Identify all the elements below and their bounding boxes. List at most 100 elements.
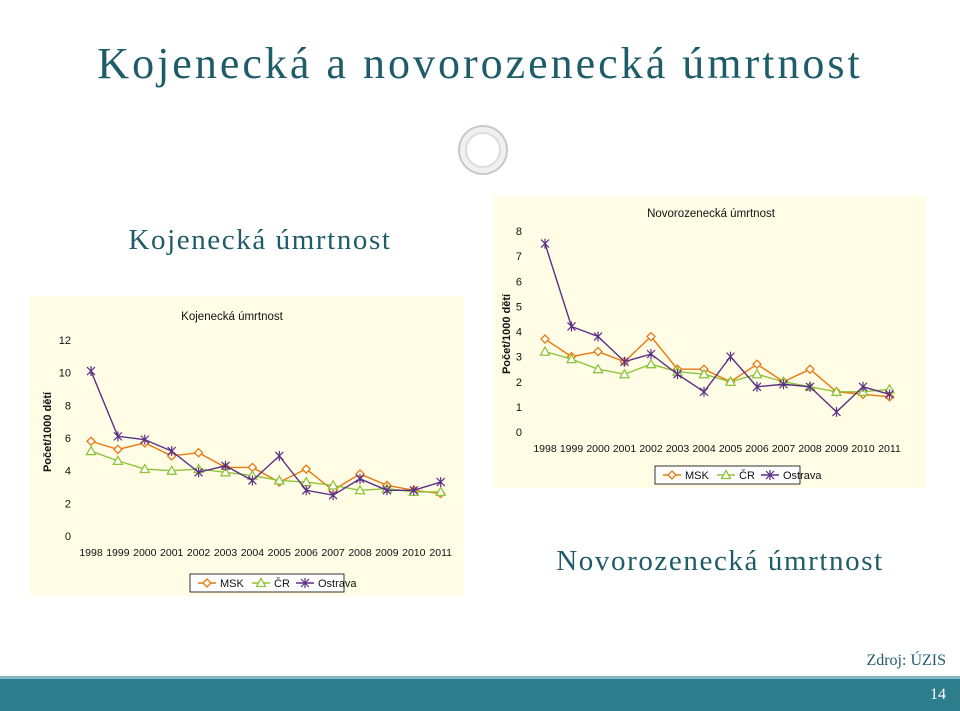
data-point-msk: [593, 346, 603, 357]
y-tick-label: 5: [516, 301, 522, 313]
data-point-cr: [751, 368, 763, 379]
x-tick-label: 1999: [560, 443, 584, 455]
data-point-ostrava: [805, 381, 815, 392]
data-point-ostrava: [673, 369, 682, 380]
series-line-ostrava: [544, 243, 890, 413]
data-point-msk: [301, 464, 312, 474]
legend: MSK ČR Ostrava: [189, 573, 357, 593]
data-point-ostrava: [885, 389, 894, 400]
y-tick-label: 10: [59, 368, 71, 380]
legend-marker-msk: [667, 470, 677, 480]
data-point-ostrava: [646, 349, 656, 360]
footer-bar: [0, 679, 960, 711]
y-tick-label: 0: [65, 531, 71, 543]
x-tick-label: 2000: [133, 547, 157, 559]
x-tick-label: 2000: [586, 443, 610, 455]
data-point-cr: [645, 358, 657, 369]
data-point-cr: [112, 455, 124, 466]
y-tick-label: 6: [516, 276, 522, 288]
legend-label-ostrava: Ostrava: [318, 578, 357, 590]
y-tick-label: 4: [65, 466, 71, 478]
x-tick-label: 2009: [825, 443, 849, 455]
x-tick-label: 1999: [106, 547, 130, 559]
chart-infant-mortality: Kojenecká úmrtnost Počet/1000 dětí 0 2 4 6 8 10…: [30, 296, 464, 596]
data-point-cr: [618, 368, 631, 379]
legend-label-cr: ČR: [274, 577, 290, 590]
data-point-ostrava: [699, 386, 709, 397]
data-point-msk: [805, 364, 815, 375]
data-point-msk: [646, 331, 656, 342]
data-point-msk: [540, 334, 550, 344]
y-tick-label: 4: [516, 327, 522, 339]
page-number: 14: [930, 686, 946, 703]
data-point-cr: [724, 375, 737, 386]
y-axis-label: Počet/1000 dětí: [42, 391, 54, 472]
legend: MSK ČR Ostrava: [654, 465, 822, 485]
footer-accent-line: [0, 676, 960, 679]
y-tick-label: 6: [65, 433, 71, 445]
x-tick-label: 1998: [533, 443, 557, 455]
data-point-ostrava: [301, 485, 311, 496]
x-tick-label: 1998: [79, 547, 103, 559]
data-point-ostrava: [540, 238, 550, 249]
data-point-ostrava: [194, 467, 204, 478]
data-point-ostrava: [167, 446, 177, 457]
y-tick-label: 12: [59, 335, 71, 347]
data-point-ostrava: [328, 490, 338, 501]
data-point-cr: [565, 353, 578, 364]
legend-label-ostrava: Ostrava: [783, 470, 822, 482]
subtitle-neonatal-mortality: Novorozenecká úmrtnost: [556, 545, 884, 577]
y-tick-label: 7: [516, 251, 522, 263]
series-line-cr: [544, 350, 890, 393]
data-point-ostrava: [858, 381, 868, 392]
data-point-cr: [85, 445, 97, 456]
chart-title: Novorozenecká úmrtnost: [647, 208, 776, 220]
data-point-cr: [166, 464, 178, 475]
data-point-ostrava: [382, 485, 392, 496]
data-point-ostrava: [832, 406, 841, 417]
data-point-ostrava: [247, 475, 257, 486]
y-tick-label: 0: [516, 427, 522, 439]
series-line-msk: [90, 440, 441, 495]
chart-background: [493, 196, 925, 488]
x-tick-label: 2008: [348, 547, 372, 559]
x-tick-label: 2006: [745, 443, 769, 455]
chart-title: Kojenecká úmrtnost: [181, 311, 283, 323]
data-point-ostrava: [113, 431, 123, 442]
x-tick-label: 2002: [639, 443, 663, 455]
y-tick-label: 1: [516, 402, 522, 414]
data-point-cr: [354, 484, 366, 495]
x-tick-label: 2003: [666, 443, 690, 455]
data-point-ostrava: [221, 460, 230, 471]
x-tick-label: 2010: [402, 547, 426, 559]
source-note: Zdroj: ÚZIS: [866, 652, 946, 669]
data-point-ostrava: [620, 356, 629, 367]
data-point-cr: [327, 479, 339, 490]
data-point-ostrava: [779, 379, 788, 390]
x-tick-label: 2006: [295, 547, 319, 559]
y-axis-label: Počet/1000 dětí: [501, 293, 513, 374]
data-point-cr: [592, 363, 604, 374]
legend-marker-msk: [202, 578, 212, 588]
x-tick-label: 2011: [429, 547, 452, 559]
data-point-ostrava: [274, 450, 284, 461]
data-point-ostrava: [355, 473, 365, 484]
x-tick-label: 2005: [268, 547, 292, 559]
x-tick-label: 2005: [719, 443, 743, 455]
y-tick-label: 3: [516, 352, 522, 364]
y-tick-label: 8: [65, 400, 71, 412]
series-ostrava: [540, 238, 894, 417]
x-tick-label: 2001: [160, 547, 184, 559]
data-point-cr: [139, 463, 151, 474]
legend-label-msk: MSK: [685, 470, 710, 482]
data-point-cr: [435, 486, 447, 497]
y-tick-label: 8: [516, 226, 522, 238]
series-ostrava: [86, 366, 446, 501]
y-tick-label: 2: [516, 377, 522, 389]
x-tick-label: 2009: [375, 547, 399, 559]
data-point-ostrava: [593, 331, 603, 342]
x-tick-label: 2004: [241, 547, 265, 559]
y-tick-label: 2: [65, 498, 71, 510]
data-point-ostrava: [436, 477, 446, 488]
data-point-ostrava: [752, 381, 762, 392]
